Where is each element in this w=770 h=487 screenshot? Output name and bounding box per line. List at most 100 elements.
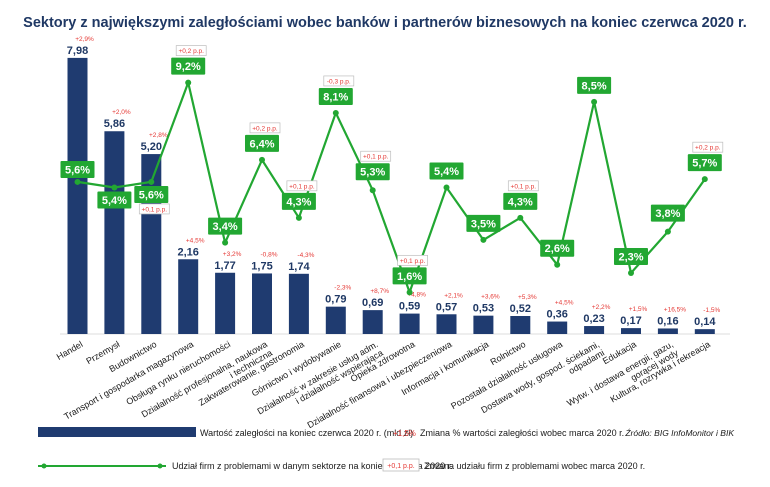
line-value-box-17 — [650, 204, 685, 222]
bar-value-label-6: 1,75 — [251, 260, 272, 272]
pp-change-box-9 — [360, 150, 392, 162]
line-point-3 — [148, 178, 155, 185]
line-value-box-13 — [503, 192, 538, 210]
bar-value-label-9: 0,69 — [362, 297, 383, 309]
line-point-14 — [554, 261, 561, 268]
bar-change-label-4: +4,5% — [186, 237, 205, 244]
line-point-17 — [664, 228, 671, 235]
pp-change-label-10: +0,1 p.p. — [400, 258, 426, 265]
line-value-box-8 — [318, 87, 353, 105]
bar-change-label-1: +2,9% — [75, 36, 94, 43]
line-value-box-11 — [429, 162, 464, 180]
bar-change-label-10: +4,8% — [407, 292, 426, 299]
chart-title: Sektory z największymi zaległościami wob… — [23, 15, 747, 31]
line-value-label-7: 4,3% — [286, 196, 311, 208]
bar-change-label-7: -4,3% — [297, 252, 314, 259]
bar-17 — [657, 328, 678, 334]
bar-value-label-12: 0,53 — [473, 303, 494, 315]
bar-value-label-5: 1,77 — [214, 260, 235, 272]
bar-change-label-13: +5,3% — [518, 294, 537, 301]
line-point-10 — [406, 289, 413, 296]
bar-value-label-16: 0,17 — [620, 315, 641, 327]
line-point-15 — [591, 98, 598, 105]
bar-change-label-18: -1,5% — [703, 307, 720, 314]
line-point-16 — [628, 270, 634, 277]
line-point-4 — [185, 79, 192, 86]
line-value-label-6: 6,4% — [249, 138, 274, 150]
legend-bar-swatch — [38, 427, 196, 437]
line-value-label-5: 3,4% — [213, 221, 238, 233]
bar-value-label-14: 0,36 — [546, 309, 567, 321]
line-point-6 — [259, 156, 265, 163]
bar-16 — [621, 328, 641, 334]
line-value-box-6 — [245, 134, 279, 152]
bar-value-label-18: 0,14 — [694, 316, 716, 328]
legend: Wartość zaległości na koniec czerwca 202… — [38, 427, 734, 472]
bar-change-label-8: -2,3% — [334, 285, 351, 292]
line-value-box-5 — [208, 217, 243, 235]
line-point-8 — [332, 109, 339, 116]
bar-change-labels: +2,9% +2,0% +2,8% +4,5% +3,2% -0,8% -4,3% -2,3%… — [75, 36, 720, 314]
line-point-1 — [74, 178, 81, 185]
legend-bar-label: Wartość zaległości na koniec czerwca 202… — [200, 428, 413, 438]
legend-line-label: Udział firm z problemami w danym sektorz… — [172, 461, 453, 471]
bar-value-label-10: 0,59 — [399, 301, 420, 313]
bar-change-label-16: +1,5% — [629, 306, 648, 313]
pp-change-box-18 — [692, 141, 724, 153]
legend-pp-sample: +0,1 p.p. — [387, 463, 414, 470]
bar-8 — [325, 306, 346, 334]
line-value-box-16 — [614, 248, 648, 266]
line-value-label-1: 5,6% — [65, 164, 90, 176]
bar-value-label-3: 5,20 — [141, 141, 162, 153]
line-point-13 — [517, 214, 524, 221]
line-point-18 — [701, 176, 708, 183]
pp-change-label-7: +0,1 p.p. — [289, 183, 315, 190]
line-value-label-4: 9,2% — [176, 61, 201, 73]
line-value-label-10: 1,6% — [397, 271, 422, 283]
pp-change-label-18: +0,2 p.p. — [695, 145, 721, 152]
legend-pct-sample: +1,5% — [393, 429, 416, 438]
line-value-label-8: 8,1% — [323, 91, 348, 103]
line-value-label-3: 5,6% — [139, 189, 164, 201]
bar-11 — [436, 314, 457, 334]
line-point-5 — [222, 239, 229, 246]
bar-value-label-4: 2,16 — [177, 246, 198, 258]
line-value-label-16: 2,3% — [618, 252, 643, 264]
source-note: Źródło: BIG InfoMonitor i BIK — [624, 428, 734, 438]
bar-value-label-13: 0,52 — [510, 303, 531, 315]
line-value-label-12: 3,5% — [471, 218, 496, 230]
legend-pp-box — [382, 458, 420, 472]
bar-change-label-9: +8,7% — [370, 288, 389, 295]
bar-change-label-15: +2,2% — [592, 304, 611, 311]
line-point-2 — [111, 184, 118, 191]
line-value-box-15 — [577, 76, 612, 94]
line-value-box-12 — [466, 214, 501, 232]
line-value-label-15: 8,5% — [582, 80, 607, 92]
bar-value-label-8: 0,79 — [325, 294, 346, 306]
bar-change-label-11: +2,1% — [444, 292, 463, 299]
bar-value-label-7: 1,74 — [288, 261, 310, 273]
bar-9 — [362, 310, 383, 334]
legend-pp-label: Zmiana udziału firm z problemami wobec m… — [424, 461, 645, 471]
bar-2 — [104, 131, 125, 334]
line-value-label-9: 5,3% — [360, 167, 385, 179]
line-value-box-3 — [134, 185, 169, 203]
pp-change-label-4: +0,2 p.p. — [178, 48, 204, 55]
bar-5 — [215, 272, 236, 334]
bar-4 — [178, 259, 199, 334]
bar-7 — [288, 273, 309, 334]
pp-change-box-4 — [175, 45, 207, 56]
bar-change-label-12: +3,6% — [481, 294, 500, 301]
bar-value-labels: 7,98 5,86 5,20 2,16 1,77 1,75 1,74 0,79 0,69 0,59… — [67, 45, 717, 328]
bar-15 — [584, 326, 605, 334]
line-point-7 — [295, 214, 302, 221]
line-value-box-14 — [540, 239, 575, 257]
bar-change-label-6: -0,8% — [261, 251, 278, 258]
legend-line-dot-right — [157, 463, 163, 469]
pp-change-label-6: +0,2 p.p. — [252, 125, 278, 132]
pp-change-label-8: -0,3 p.p. — [327, 78, 351, 85]
bar-10 — [399, 313, 420, 334]
line-value-label-13: 4,3% — [508, 196, 533, 208]
